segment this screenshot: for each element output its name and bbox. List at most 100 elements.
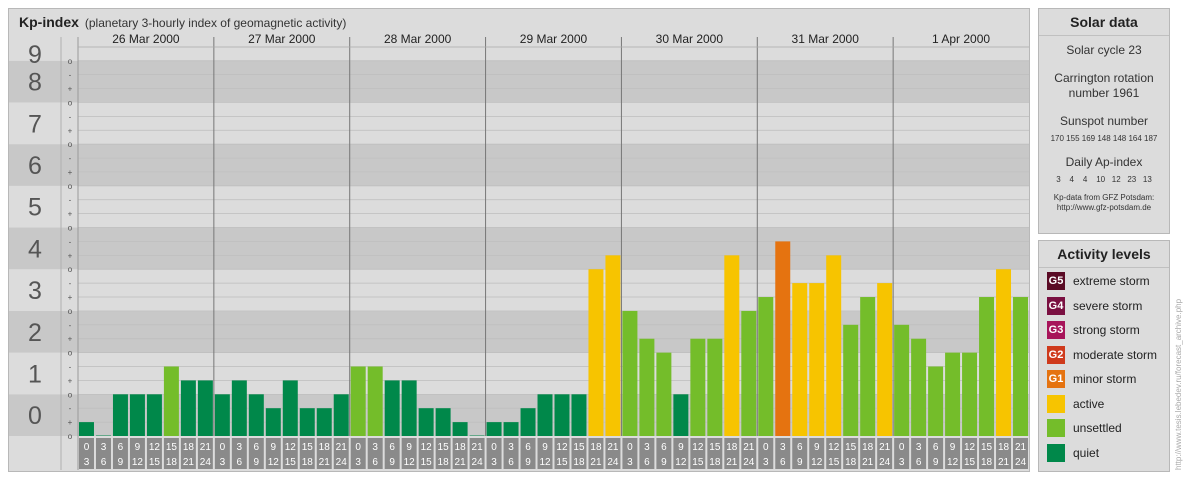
interval-cell [894, 438, 910, 469]
watermark-url: http://www.tesis.lebedev.ru/forecast_arc… [1174, 298, 1183, 470]
kp-bar [401, 380, 417, 436]
interval-start-label: 0 [220, 442, 226, 453]
kp-bar [418, 408, 434, 436]
interval-cell [724, 438, 740, 469]
interval-start-label: 21 [607, 442, 619, 453]
interval-start-label: 21 [200, 442, 212, 453]
interval-end-label: 18 [166, 457, 178, 468]
interval-cell [129, 438, 145, 469]
interval-cell [367, 438, 383, 469]
y-tick-label: 1 [28, 360, 42, 388]
interval-start-label: 15 [981, 442, 993, 453]
level-item-g4: G4 severe storm [1039, 294, 1169, 319]
kp-bar [180, 380, 196, 436]
ap-heading: Daily Ap-index [1065, 155, 1143, 169]
y-minor-label: o [68, 307, 73, 316]
interval-start-label: 6 [118, 442, 124, 453]
interval-end-label: 9 [118, 457, 124, 468]
interval-cell [911, 438, 927, 469]
y-minor-label: o [68, 265, 73, 274]
y-tick-label: 5 [28, 194, 42, 222]
carrington-line-1: Carrington rotation [1054, 71, 1154, 85]
interval-end-label: 3 [355, 457, 361, 468]
y-minor-label: - [69, 196, 72, 205]
interval-end-label: 24 [1015, 457, 1027, 468]
interval-cell [299, 438, 315, 469]
level-badge-g2: G2 [1047, 345, 1065, 364]
kp-bar [826, 255, 842, 436]
interval-start-label: 0 [627, 442, 633, 453]
kp-bar [452, 422, 468, 436]
kp-chart-panel: Kp-index (planetary 3-hourly index of geo… [8, 8, 1030, 472]
kp-bar [588, 269, 604, 436]
y-tick-label: 0 [28, 402, 42, 430]
y-tick-label: 8 [28, 69, 42, 97]
kp-bar [503, 422, 519, 436]
interval-cell [690, 438, 706, 469]
interval-end-label: 12 [539, 457, 551, 468]
kp-bar [486, 422, 502, 436]
interval-start-label: 6 [933, 442, 939, 453]
kp-bar [605, 255, 621, 436]
kp-bar [979, 297, 995, 436]
y-minor-label: - [69, 321, 72, 330]
source-link[interactable]: http://www.gfz-potsdam.de [1056, 203, 1152, 212]
kp-bar-chart: 0123456789o+-o+-o+-o+-o+-o+-o+-o+-o+-o26… [9, 32, 1029, 470]
kp-bar [673, 394, 689, 436]
y-minor-label: - [69, 112, 72, 121]
interval-cell [792, 438, 808, 469]
kp-bar [860, 297, 876, 436]
level-badge-g3: G3 [1047, 321, 1065, 340]
kp-bar [622, 310, 638, 436]
y-tick-label: 6 [28, 152, 42, 180]
interval-end-label: 15 [828, 457, 840, 468]
interval-start-label: 21 [1015, 442, 1027, 453]
interval-start-label: 3 [508, 442, 514, 453]
interval-end-label: 21 [319, 457, 331, 468]
y-minor-label: - [69, 362, 72, 371]
interval-end-label: 15 [556, 457, 568, 468]
level-badge-g5: G5 [1047, 272, 1065, 291]
kp-bar [894, 324, 910, 436]
interval-end-label: 21 [862, 457, 874, 468]
kp-band [9, 227, 1029, 270]
interval-end-label: 15 [692, 457, 704, 468]
interval-cell [520, 438, 536, 469]
interval-cell [333, 438, 349, 469]
kp-bar [724, 255, 740, 436]
interval-start-label: 3 [101, 442, 107, 453]
interval-start-label: 15 [438, 442, 450, 453]
carrington-line-2: number 1961 [1068, 86, 1140, 100]
interval-end-label: 6 [780, 457, 786, 468]
chart-title: Kp-index (planetary 3-hourly index of geo… [19, 14, 346, 30]
y-minor-label: - [69, 279, 72, 288]
kp-bar [741, 310, 757, 436]
interval-end-label: 24 [879, 457, 891, 468]
interval-end-label: 3 [84, 457, 90, 468]
level-item-quiet: quiet [1039, 441, 1169, 466]
y-tick-label: 7 [28, 110, 42, 138]
level-item-g5: G5 extreme storm [1039, 269, 1169, 294]
kp-bar [758, 297, 774, 436]
kp-bar [282, 380, 298, 436]
level-label-active: active [1073, 396, 1105, 411]
kp-bar [843, 324, 859, 436]
interval-cell [673, 438, 689, 469]
y-minor-label: - [69, 71, 72, 80]
interval-end-label: 18 [845, 457, 857, 468]
interval-start-label: 15 [845, 442, 857, 453]
y-minor-label: + [68, 168, 73, 177]
interval-start-label: 3 [916, 442, 922, 453]
interval-start-label: 0 [899, 442, 905, 453]
kp-bar [911, 338, 927, 436]
interval-end-label: 9 [933, 457, 939, 468]
interval-end-label: 21 [998, 457, 1010, 468]
y-minor-label: + [68, 210, 73, 219]
interval-end-label: 3 [763, 457, 769, 468]
level-item-g2: G2 moderate storm [1039, 343, 1169, 368]
interval-cell [486, 438, 502, 469]
kp-bar [248, 394, 264, 436]
kp-band [9, 60, 1029, 103]
interval-cell [741, 438, 757, 469]
kp-bar [79, 422, 94, 436]
